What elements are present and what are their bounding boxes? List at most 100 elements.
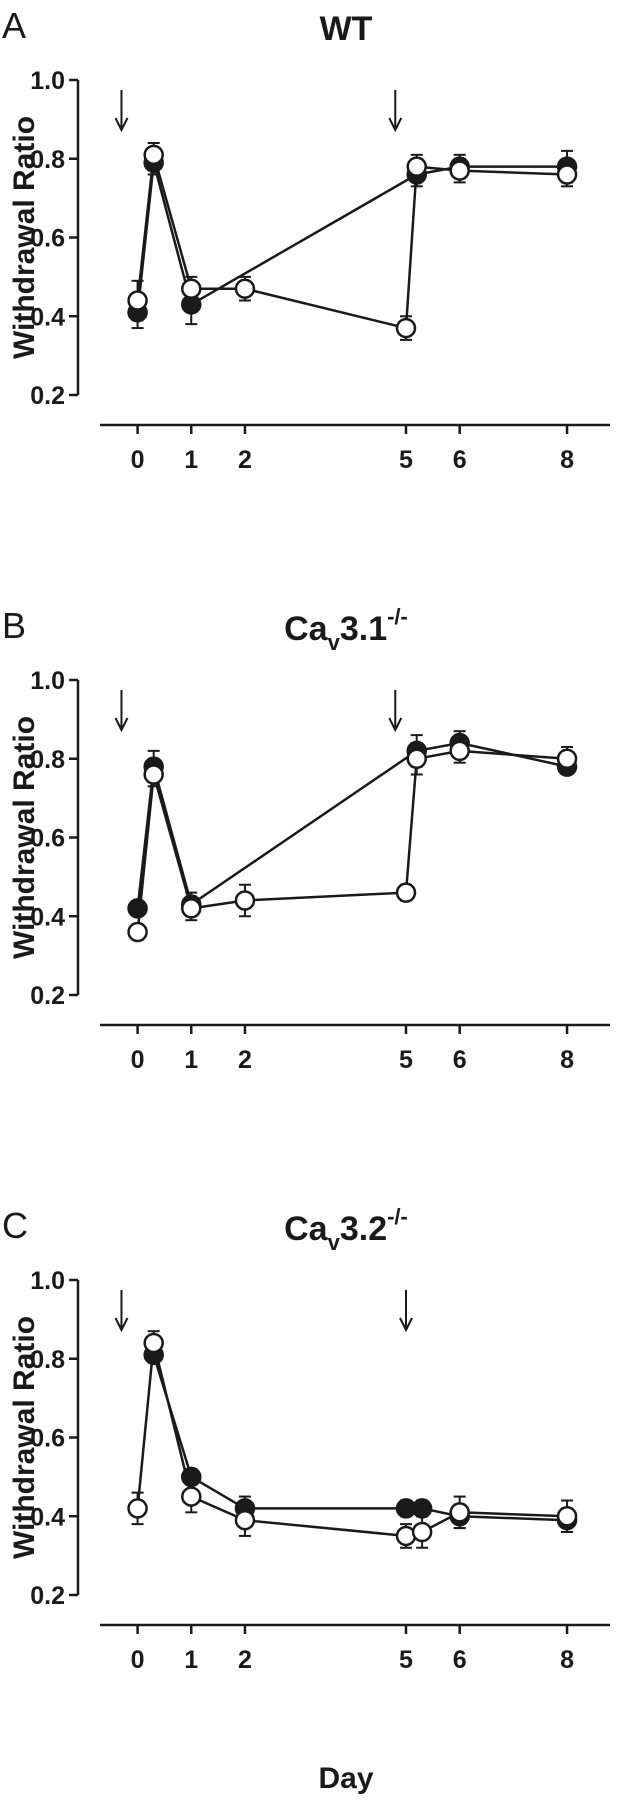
y-tick-label: 0.8 — [30, 746, 65, 774]
data-point — [234, 278, 256, 299]
series-line — [152, 1354, 568, 1522]
x-tick-label: 5 — [399, 1646, 413, 1674]
data-point — [181, 278, 202, 299]
arrow-head — [388, 717, 403, 733]
x-tick-label: 0 — [131, 1046, 145, 1074]
x-tick-label: 1 — [184, 1646, 198, 1674]
y-tick-label: 1.0 — [30, 667, 65, 695]
series-line — [136, 154, 568, 330]
x-tick-label: 8 — [560, 1646, 574, 1674]
y-tick-label: 1.0 — [30, 1267, 65, 1295]
y-tick-label: 0.6 — [30, 1425, 65, 1453]
panels: A WT Withdrawal Ratio 0.2 0.4 0.6 0.8 1.0 0 1 2 5 6 8… — [2, 5, 610, 1674]
panel-title-subscript: v — [328, 1230, 341, 1255]
data-point — [127, 921, 148, 943]
panel-title-main: WT — [320, 10, 373, 48]
data-point — [143, 1332, 164, 1354]
x-tick-label: 6 — [453, 446, 467, 474]
panel-title-subscript: v — [328, 630, 341, 655]
x-tick-label: 2 — [238, 1646, 252, 1674]
data-point — [395, 317, 417, 339]
y-tick-label: 0.4 — [30, 903, 65, 931]
series-line — [136, 741, 568, 909]
panel-title-rest: 3.1 — [340, 610, 387, 648]
panel-title-superscript: -/- — [387, 1204, 408, 1229]
y-tick-label: 0.2 — [30, 982, 65, 1010]
x-tick-label: 5 — [399, 446, 413, 474]
y-tick-label: 0.6 — [30, 825, 65, 853]
down-arrow-icon — [114, 90, 129, 133]
panel-title: Cav3.1-/- — [284, 604, 408, 655]
data-point — [406, 156, 427, 177]
x-tick-label: 1 — [184, 446, 198, 474]
panel-title: WT — [320, 10, 373, 48]
x-tick-label: 8 — [560, 1046, 574, 1074]
y-axis-label: Withdrawal Ratio — [8, 716, 41, 959]
series-filled — [127, 730, 578, 919]
panel-title: Cav3.2-/- — [284, 1204, 408, 1255]
data-point — [556, 748, 578, 769]
series-open — [127, 738, 578, 943]
data-point — [556, 1506, 578, 1527]
series-open — [127, 1330, 578, 1549]
x-tick-label: 1 — [184, 1046, 198, 1074]
x-tick-label: 0 — [131, 446, 145, 474]
arrow-head — [114, 717, 129, 733]
x-tick-label: 0 — [131, 1646, 145, 1674]
x-tick-label: 5 — [399, 1046, 413, 1074]
data-point — [449, 1502, 470, 1523]
data-point — [143, 764, 164, 785]
data-point — [556, 164, 578, 185]
y-tick-label: 0.8 — [30, 146, 65, 174]
data-point — [181, 1486, 202, 1507]
y-tick-label: 0.8 — [30, 1346, 65, 1374]
x-tick-label: 6 — [453, 1046, 467, 1074]
data-point — [395, 882, 417, 903]
x-axis-title: Day — [318, 1762, 373, 1795]
x-tick-label: 6 — [453, 1646, 467, 1674]
down-arrow-icon — [114, 1290, 129, 1333]
arrow-head — [114, 117, 129, 133]
arrow-head — [114, 1317, 129, 1333]
data-point — [449, 160, 470, 181]
series-open — [127, 142, 578, 341]
y-tick-label: 0.6 — [30, 225, 65, 253]
data-point — [411, 1498, 433, 1519]
y-tick-label: 0.4 — [30, 1503, 65, 1531]
data-point — [234, 1509, 256, 1531]
data-point — [127, 290, 148, 311]
x-tick-label: 8 — [560, 446, 574, 474]
panel-letter: B — [2, 605, 26, 646]
data-point — [449, 740, 470, 762]
y-axis-label: Withdrawal Ratio — [8, 1316, 41, 1559]
y-tick-label: 0.2 — [30, 382, 65, 410]
down-arrow-icon — [399, 1290, 413, 1333]
y-tick-label: 0.4 — [30, 303, 65, 331]
panel-letter: A — [2, 5, 26, 46]
panel-a: A WT Withdrawal Ratio 0.2 0.4 0.6 0.8 1.0 0 1 2 5 6 8 — [2, 5, 610, 474]
panel-title-superscript: -/- — [387, 604, 408, 629]
data-point — [406, 748, 427, 769]
series-line — [136, 1342, 568, 1538]
y-tick-label: 0.2 — [30, 1582, 65, 1610]
x-tick-label: 2 — [238, 446, 252, 474]
y-axis-label: Withdrawal Ratio — [8, 116, 41, 359]
arrow-head — [399, 1317, 413, 1333]
data-point — [181, 898, 202, 919]
x-tick-label: 2 — [238, 1046, 252, 1074]
data-point — [411, 1521, 433, 1543]
down-arrow-icon — [114, 690, 129, 733]
data-point — [234, 890, 256, 911]
data-point — [127, 898, 148, 919]
panel-c: C Cav3.2-/- Withdrawal Ratio 0.2 0.4 0.6 0.8 1.… — [2, 1204, 610, 1674]
panel-title-main: Ca — [284, 1210, 329, 1248]
data-point — [127, 1498, 148, 1519]
panel-title-rest: 3.2 — [340, 1210, 387, 1248]
data-point — [143, 144, 164, 166]
down-arrow-icon — [388, 690, 403, 733]
down-arrow-icon — [388, 90, 403, 133]
panel-title-main: Ca — [284, 610, 329, 648]
panel-b: B Cav3.1-/- Withdrawal Ratio 0.2 0.4 0.6 0.8 1.… — [2, 604, 610, 1074]
arrow-head — [388, 117, 403, 133]
